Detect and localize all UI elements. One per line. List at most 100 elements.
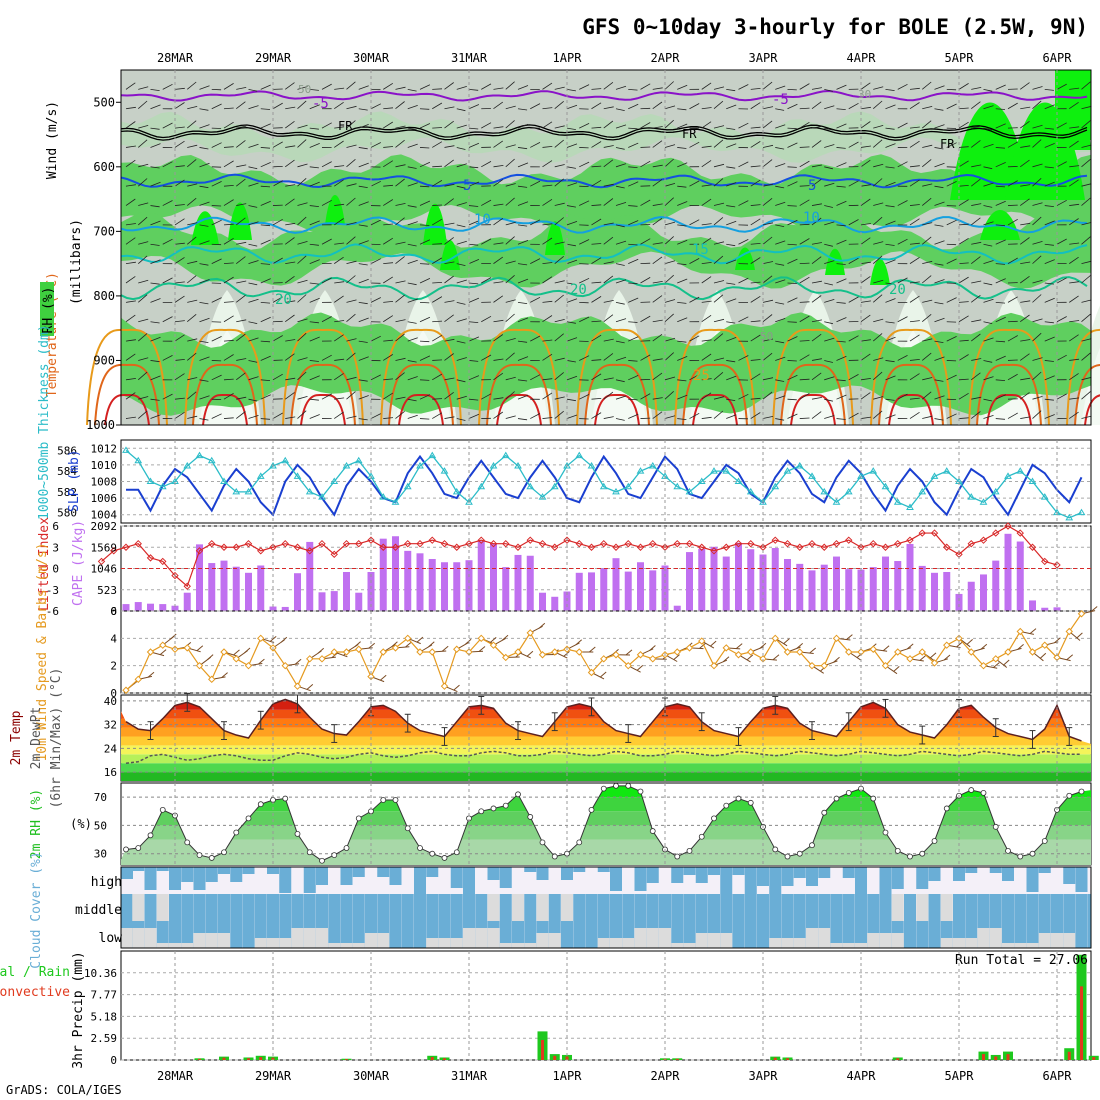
warm-contour (986, 393, 1032, 426)
wind-barb (909, 295, 920, 303)
wind-barb (824, 282, 833, 286)
wind-barb (603, 183, 614, 187)
wind-barb (468, 259, 480, 265)
high-cloud (720, 867, 733, 894)
middle-cloud (891, 894, 904, 921)
temperature-contours (86, 89, 1100, 426)
wind-barb (125, 121, 136, 129)
date-label: 5APR (945, 51, 975, 65)
wind-barb (334, 165, 345, 168)
wind-barb (603, 338, 614, 342)
wind-barb (995, 316, 1006, 323)
low-cloud-gap (144, 928, 157, 948)
wind-barb (799, 393, 810, 400)
wind-barb (272, 218, 283, 226)
wind-barb (395, 139, 405, 148)
cape-tick-label: 1569 (91, 541, 118, 554)
wind-barb (995, 185, 1006, 188)
wind-barb (346, 376, 357, 381)
low-cloud-gap (463, 928, 475, 948)
wind-barb (199, 379, 209, 382)
wind-barb (285, 300, 296, 303)
cape-bar (1041, 607, 1049, 611)
wind-barb (971, 411, 981, 419)
high-cloud (487, 867, 500, 880)
wind-barb (762, 299, 774, 303)
li-tick-label: -3 (46, 584, 59, 597)
wind-barb (995, 147, 1006, 149)
wind-barb (542, 392, 553, 400)
wind-barb (223, 237, 234, 245)
low-cloud-gap (646, 928, 659, 948)
precip-conv-bar (247, 1058, 250, 1060)
thickness-point (587, 461, 596, 469)
wind-barb (125, 237, 136, 245)
wind-barb (591, 102, 602, 110)
wind-barb (444, 184, 455, 187)
surface-barb-flag (649, 645, 656, 651)
wind-barb (554, 100, 564, 110)
rh-point (343, 845, 350, 851)
wind-barb (701, 314, 712, 323)
wind-barb (285, 416, 296, 419)
low-cloud (1075, 921, 1088, 948)
wind-barb (321, 161, 332, 168)
wind-barb (591, 179, 602, 187)
cape-bar (343, 571, 350, 611)
wind-barb (787, 297, 798, 303)
middle-cloud (842, 894, 855, 921)
wind-barb (726, 375, 737, 381)
wind-barb (958, 262, 969, 265)
surface-barb-flag (833, 656, 840, 663)
wind-barb (946, 219, 957, 226)
wind-barb (1056, 316, 1067, 323)
wind-barb (1081, 105, 1092, 110)
rh-point (233, 829, 240, 836)
wind-barb (334, 397, 345, 400)
middle-cloud (218, 894, 230, 921)
wind-point (820, 661, 828, 670)
wind-barb (872, 100, 883, 110)
wind-barb (138, 357, 149, 361)
wind-speed-points (122, 610, 1086, 694)
wind-barb (211, 336, 222, 342)
wind-barb (346, 275, 356, 284)
wind-barb (946, 297, 957, 303)
thickness-point (379, 493, 388, 500)
wind-barb (971, 396, 982, 400)
wind-barb (174, 242, 185, 245)
wind-barb (334, 358, 345, 361)
wind-barb (824, 337, 835, 342)
wind-barb (530, 374, 541, 381)
warm-contour (878, 363, 944, 426)
low-cloud-gap (536, 933, 549, 948)
wind-barb (995, 301, 1006, 304)
wind-barb (530, 413, 541, 419)
low-cloud-gap (806, 928, 818, 948)
wind-barb (640, 277, 651, 284)
wind-barb (236, 203, 247, 206)
wind-barb (640, 122, 651, 129)
credit-text: GrADS: COLA/IGES (6, 1083, 122, 1097)
date-label: 29MAR (255, 1069, 292, 1083)
li-point (195, 547, 204, 555)
middle-cloud (683, 894, 696, 921)
surface-barb-flag (147, 671, 155, 678)
wind-barb (481, 354, 492, 361)
wind-barb (750, 179, 761, 187)
wind-barb (921, 313, 932, 323)
wind-barb (309, 243, 319, 246)
slp-tick-label: 1012 (91, 442, 118, 455)
wind-barb (824, 144, 835, 148)
rh-point (539, 839, 546, 846)
wind-barb (248, 243, 258, 247)
middle-cloud (365, 894, 377, 921)
middle-cloud (450, 894, 463, 921)
wind-barb (248, 415, 259, 419)
wind-barb (309, 205, 319, 207)
wind-barb (419, 84, 431, 90)
wind-barb (921, 275, 932, 284)
wind-barb (628, 398, 638, 401)
high-cloud (205, 867, 218, 882)
